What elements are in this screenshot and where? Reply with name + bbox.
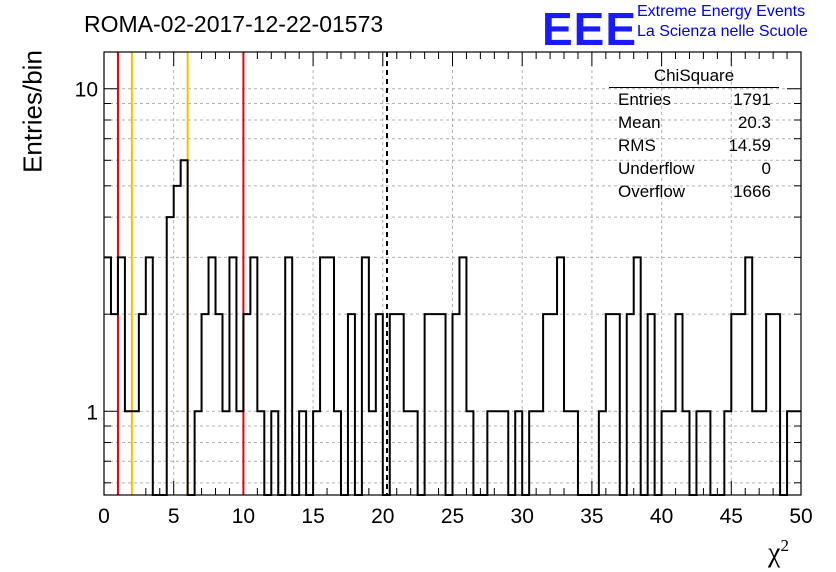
x-tick-label: 40 bbox=[650, 505, 673, 528]
x-axis-label-base: χ bbox=[768, 537, 781, 569]
x-tick-label: 45 bbox=[720, 505, 743, 528]
stats-label: Underflow bbox=[618, 159, 695, 178]
stats-label: Mean bbox=[618, 113, 661, 132]
y-axis-label: Entries/bin bbox=[17, 50, 48, 173]
histogram-steps bbox=[104, 159, 801, 496]
stats-row-overflow: Overflow 1666 bbox=[613, 180, 773, 203]
stats-label: Overflow bbox=[618, 182, 686, 201]
stats-value: 0 bbox=[761, 159, 771, 178]
x-tick-label: 50 bbox=[789, 505, 812, 528]
brand-line-1: Extreme Energy Events bbox=[637, 3, 806, 20]
stats-label: RMS bbox=[618, 136, 656, 155]
x-tick-label: 5 bbox=[168, 505, 180, 528]
stats-row-underflow: Underflow 0 bbox=[613, 157, 773, 180]
stats-row-rms: RMS 14.59 bbox=[613, 134, 773, 157]
stats-value: 1666 bbox=[733, 182, 771, 201]
run-title: ROMA-02-2017-12-22-01573 bbox=[84, 11, 384, 37]
x-tick-label: 0 bbox=[98, 505, 110, 528]
stats-row-entries: Entries 1791 bbox=[613, 88, 773, 111]
x-tick-label: 10 bbox=[232, 505, 255, 528]
x-tick-label: 30 bbox=[511, 505, 534, 528]
x-axis-label-sup: 2 bbox=[780, 536, 789, 555]
stats-title: ChiSquare bbox=[609, 66, 779, 88]
stats-row-mean: Mean 20.3 bbox=[613, 111, 773, 134]
x-tick-label: 20 bbox=[371, 505, 394, 528]
plot-frame bbox=[103, 51, 802, 496]
x-tick-label: 25 bbox=[441, 505, 464, 528]
y-tick-label: 1 bbox=[86, 401, 98, 424]
stats-value: 20.3 bbox=[737, 113, 771, 132]
stats-label: Entries bbox=[618, 90, 671, 109]
x-axis-label: χ2 bbox=[768, 536, 789, 569]
brand-line-2: La Scienza nelle Scuole bbox=[637, 23, 808, 40]
y-tick-label: 10 bbox=[75, 79, 98, 102]
stats-box: ChiSquare Entries 1791 Mean 20.3 RMS 14.59 … bbox=[609, 66, 779, 203]
stats-value: 1791 bbox=[733, 90, 771, 109]
eee-logo: EEE bbox=[542, 3, 638, 55]
stats-value: 14.59 bbox=[728, 136, 771, 155]
x-tick-label: 35 bbox=[580, 505, 603, 528]
x-tick-label: 15 bbox=[301, 505, 324, 528]
